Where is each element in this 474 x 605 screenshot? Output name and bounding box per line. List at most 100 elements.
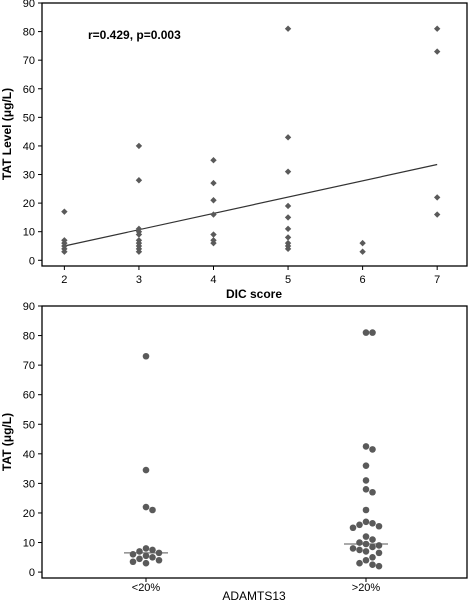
- data-point: [359, 248, 366, 255]
- top-x-axis-title: DIC score: [226, 287, 282, 301]
- top-y-tick-label: 20: [23, 198, 35, 210]
- data-point: [359, 239, 366, 247]
- data-point: [356, 559, 363, 567]
- data-point: [362, 443, 370, 450]
- bottom-y-tick-label: 40: [23, 449, 35, 461]
- data-point: [433, 211, 441, 218]
- data-point: [369, 488, 376, 496]
- data-point: [135, 142, 143, 150]
- bottom-y-axis: 0 10 20 30 40 50 60 70 80 90: [23, 301, 42, 579]
- data-point: [362, 329, 370, 336]
- data-point: [349, 524, 357, 532]
- data-point: [369, 536, 376, 543]
- data-point: [61, 208, 68, 215]
- top-y-tick-label: 30: [23, 170, 35, 182]
- top-y-tick-label: 10: [23, 227, 35, 239]
- data-point: [210, 211, 217, 218]
- top-y-axis: 0 10 20 30 40 50 60 70 80 90: [23, 0, 42, 267]
- data-point: [149, 546, 156, 554]
- data-point: [284, 134, 292, 141]
- top-y-tick-label: 80: [23, 27, 35, 39]
- bottom-y-tick-label: 90: [23, 301, 35, 313]
- median-lines-group: [124, 543, 388, 554]
- data-point: [142, 466, 150, 474]
- top-y-tick-label: 60: [23, 84, 35, 96]
- data-point: [362, 486, 370, 493]
- bottom-y-tick-label: 30: [23, 478, 35, 490]
- data-point: [433, 25, 441, 32]
- top-points-group: [61, 25, 441, 255]
- data-point: [362, 540, 370, 548]
- data-point: [362, 556, 370, 564]
- data-point: [61, 248, 68, 255]
- data-point: [284, 214, 292, 221]
- data-point: [369, 561, 376, 568]
- data-point: [362, 462, 370, 469]
- data-point: [284, 225, 292, 233]
- regression-line: [64, 163, 438, 247]
- bottom-y-tick-label: 50: [23, 419, 35, 431]
- bottom-y-tick-label: 60: [23, 390, 35, 402]
- data-point: [210, 239, 217, 247]
- data-point: [129, 551, 137, 558]
- top-y-tick-label: 40: [23, 141, 35, 153]
- data-point: [375, 549, 383, 557]
- top-y-tick-label: 0: [29, 255, 35, 267]
- data-point: [284, 25, 292, 32]
- top-y-axis-title: TAT Level (μg/L): [0, 88, 14, 180]
- data-point: [284, 202, 292, 210]
- data-point: [135, 248, 143, 255]
- data-point: [369, 329, 376, 336]
- data-point: [210, 157, 217, 164]
- data-point: [135, 177, 143, 184]
- data-point: [136, 555, 143, 563]
- data-point: [142, 545, 150, 552]
- data-point: [362, 477, 370, 484]
- top-x-axis: 2 3 4 5 6 7: [61, 266, 440, 286]
- bottom-x-axis-title: ADAMTS13: [222, 589, 286, 603]
- top-y-tick-label: 50: [23, 112, 35, 124]
- bottom-plot-frame: [41, 305, 468, 579]
- data-point: [135, 231, 143, 238]
- data-point: [433, 48, 441, 55]
- adamts13-scatter-panel: 0 10 20 30 40 50 60 70 80 90 <20% >20% ADAMTS13 TA…: [0, 301, 468, 603]
- data-point: [369, 446, 376, 453]
- data-point: [356, 546, 363, 554]
- bottom-x-axis: <20% >20%: [132, 578, 380, 594]
- data-point: [369, 543, 376, 551]
- data-point: [369, 554, 376, 561]
- dic-score-scatter-panel: 0 10 20 30 40 50 60 70 80 90 2 3 4 5 6 7 r=0.429, p=0.…: [0, 0, 468, 301]
- data-point: [362, 548, 370, 555]
- data-point: [362, 533, 370, 540]
- top-x-tick-label: 4: [210, 274, 216, 286]
- data-point: [284, 168, 292, 175]
- bottom-y-tick-label: 70: [23, 360, 35, 372]
- top-y-tick-label: 70: [23, 55, 35, 67]
- data-point: [142, 552, 150, 560]
- data-point: [362, 506, 370, 514]
- data-point: [349, 545, 357, 552]
- data-point: [210, 197, 217, 204]
- bottom-y-tick-label: 20: [23, 508, 35, 520]
- data-point: [375, 522, 383, 530]
- data-point: [375, 542, 383, 549]
- data-point: [284, 245, 292, 253]
- bottom-y-tick-label: 0: [29, 567, 35, 579]
- data-point: [433, 194, 441, 201]
- top-x-tick-label: 5: [285, 274, 291, 286]
- data-point: [356, 539, 363, 546]
- data-point: [136, 548, 143, 555]
- correlation-annotation: r=0.429, p=0.003: [88, 28, 181, 42]
- data-point: [375, 562, 383, 570]
- top-x-tick-label: 6: [360, 274, 366, 286]
- regression-line-group: [64, 163, 438, 247]
- top-x-tick-label: 2: [61, 274, 67, 286]
- top-x-tick-label: 3: [136, 274, 142, 286]
- data-point: [155, 549, 163, 557]
- data-point: [210, 179, 217, 187]
- top-plot-frame: [41, 2, 468, 267]
- bottom-x-tick-label: <20%: [132, 582, 161, 594]
- data-point: [356, 521, 363, 529]
- data-point: [142, 559, 150, 567]
